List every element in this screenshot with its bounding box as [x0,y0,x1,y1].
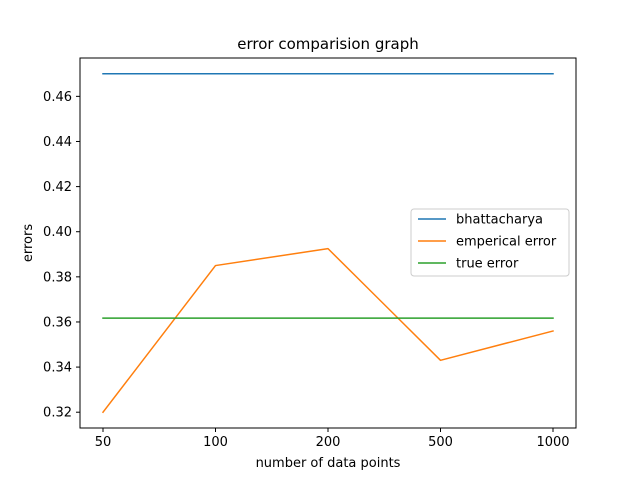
x-tick-label: 200 [316,435,341,450]
legend-label-2: true error [456,257,519,272]
series-layer [101,73,554,414]
x-tick-label: 50 [95,435,112,450]
x-tick-label: 500 [428,435,453,450]
x-axis-label: number of data points [256,456,401,471]
x-tick-label: 1000 [536,435,569,450]
legend-label-1: emperical error [456,235,557,250]
x-tick-label: 100 [203,435,228,450]
x-axis-ticks: 50 100 200 500 1000 [95,428,570,450]
legend-label-0: bhattacharya [456,213,543,228]
y-tick-label: 0.34 [43,361,72,376]
legend: bhattacharya emperical error true error [410,208,570,277]
chart-title: error comparision graph [237,35,419,53]
y-tick-label: 0.38 [43,270,72,285]
y-tick-label: 0.32 [43,406,72,421]
y-tick-label: 0.42 [43,180,72,195]
y-axis-label: errors [21,224,36,262]
y-tick-label: 0.40 [43,225,72,240]
y-tick-label: 0.46 [43,90,72,105]
y-tick-label: 0.36 [43,315,72,330]
y-axis-ticks: 0.32 0.34 0.36 0.38 0.40 0.42 0.44 0.46 [43,90,80,421]
y-tick-label: 0.44 [43,135,72,150]
legend-box [410,208,570,277]
